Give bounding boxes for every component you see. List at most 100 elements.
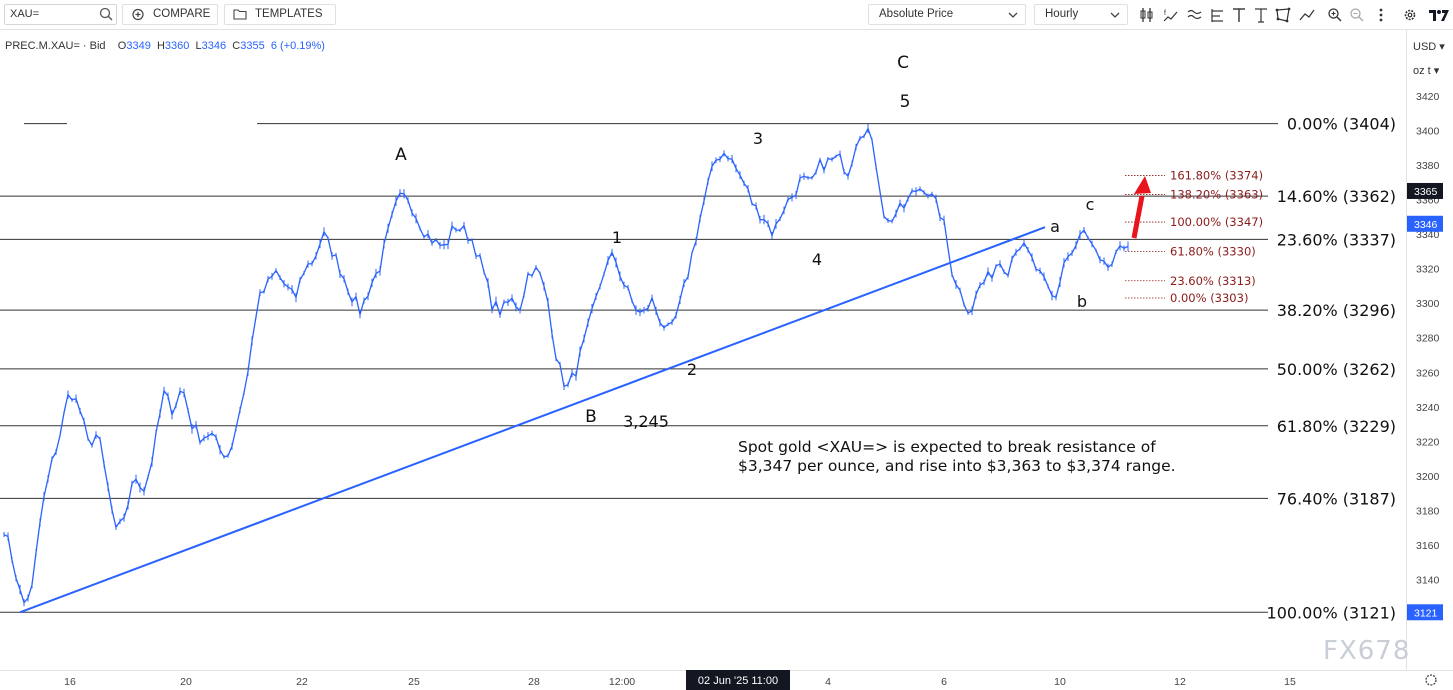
templates-label: TEMPLATES — [255, 8, 323, 20]
settings-icon[interactable] — [1401, 6, 1419, 24]
price-tick: 3380 — [1416, 160, 1440, 172]
interval-select[interactable]: Hourly — [1034, 4, 1128, 25]
zoom-out-icon[interactable] — [1348, 6, 1366, 24]
price-tick: 3220 — [1416, 436, 1440, 448]
wave-label: a — [1050, 217, 1060, 236]
target-arrow — [1131, 176, 1151, 239]
close-value: 3355 — [240, 40, 265, 52]
shapes-icon[interactable] — [1274, 6, 1292, 24]
symbol-search-input[interactable]: XAU= — [4, 4, 117, 25]
instrument-name: PREC.M.XAU= · Bid — [5, 40, 106, 52]
fibonacci-retracement: 0.00% (3404) 14.60% (3362) 23.60% (3337) 38… — [0, 115, 1396, 622]
fib-level-label: 0.00% (3404) — [1287, 115, 1396, 134]
fib-extension-label: 161.80% (3374) — [1170, 168, 1263, 182]
fib-level-label: 14.60% (3362) — [1277, 187, 1396, 206]
cross-tool-icon[interactable] — [1252, 6, 1270, 24]
wave-label: 2 — [687, 360, 697, 379]
fib-level-label: 23.60% (3337) — [1277, 230, 1396, 249]
price-axis[interactable] — [1406, 30, 1453, 670]
fib-extension-label: 100.00% (3347) — [1170, 215, 1263, 229]
forecast-note: Spot gold <XAU=> is expected to break re… — [738, 438, 1176, 475]
price-tick: 3240 — [1416, 402, 1440, 414]
time-tick: 28 — [528, 676, 540, 688]
price-tick: 3140 — [1416, 574, 1440, 586]
compare-label: COMPARE — [153, 8, 211, 20]
wave-label: 3,245 — [623, 412, 669, 431]
compare-button[interactable]: COMPARE — [122, 4, 218, 25]
wave-label: C — [897, 53, 909, 73]
price-tick: 3200 — [1416, 471, 1440, 483]
price-badge-label: 3346 — [1414, 219, 1438, 231]
wave-label: A — [395, 145, 407, 165]
axis-labels: 3420340033803360334033203300328032603240… — [64, 91, 1443, 690]
wave-label: c — [1086, 195, 1095, 214]
unit-label: oz t — [1413, 65, 1431, 77]
price-tick: 3180 — [1416, 505, 1440, 517]
indicator-icon[interactable]: f — [1162, 6, 1180, 24]
time-tick: 10 — [1054, 676, 1066, 688]
time-tick: 4 — [825, 676, 831, 688]
price-badge-label: 3121 — [1414, 607, 1438, 619]
price-tick: 3420 — [1416, 91, 1440, 103]
fib-extension-label: 61.80% (3330) — [1170, 244, 1256, 258]
support-trendline — [19, 226, 1046, 614]
wave-icon[interactable] — [1186, 6, 1204, 24]
price-tick: 3320 — [1416, 264, 1440, 276]
search-icon[interactable] — [98, 5, 114, 23]
fibonacci-extension: 161.80% (3374) 138.20% (3363) 100.00% (334… — [1125, 168, 1263, 305]
brand-icon[interactable] — [1428, 6, 1450, 24]
open-value: 3349 — [126, 40, 151, 52]
wave-label: 3 — [753, 129, 763, 148]
currency-select[interactable]: USD ▾ — [1413, 41, 1445, 53]
text-tool-icon[interactable] — [1230, 6, 1248, 24]
wave-labels: C 5 A 3 1 4 a c b 2 B 3,245 — [395, 53, 1094, 431]
fib-extension-label: 138.20% (3363) — [1170, 187, 1263, 201]
wave-label: 1 — [612, 228, 622, 247]
low-value: 3346 — [201, 40, 227, 52]
high-value: 3360 — [164, 40, 190, 52]
arrow-shaft — [1131, 195, 1145, 239]
price-tick: 3260 — [1416, 367, 1440, 379]
price-series — [3, 124, 1129, 607]
zoom-in-icon[interactable] — [1326, 6, 1344, 24]
chevron-down-icon — [1008, 12, 1018, 18]
time-tick: 12:00 — [609, 676, 635, 688]
fib-extension-label: 0.00% (3303) — [1170, 291, 1248, 305]
svg-text:f: f — [1164, 10, 1166, 17]
arrow-head — [1134, 176, 1151, 194]
time-tick: 22 — [296, 676, 308, 688]
trendline[interactable] — [19, 226, 1046, 614]
fibonacci-icon[interactable] — [1208, 6, 1226, 24]
time-tick: 20 — [180, 676, 192, 688]
wave-label: b — [1077, 292, 1087, 311]
fib-level-label: 50.00% (3262) — [1277, 360, 1396, 379]
price-badge — [1407, 215, 1443, 232]
price-tick: 3160 — [1416, 540, 1440, 552]
price-tick: 3340 — [1416, 229, 1440, 241]
folder-icon — [233, 9, 247, 20]
ohlc-legend: PREC.M.XAU= · Bid O3349 H3360 L3346 C335… — [5, 40, 325, 52]
wave-label: B — [585, 407, 597, 427]
more-icon[interactable] — [1372, 6, 1390, 24]
add-circle-icon — [132, 8, 144, 21]
price-badge-label: 3365 — [1414, 186, 1438, 198]
trend-draw-icon[interactable] — [1298, 6, 1316, 24]
price-tick: 3300 — [1416, 298, 1440, 310]
time-tick: 6 — [941, 676, 947, 688]
bar-chart-icon[interactable] — [1138, 6, 1156, 24]
price-badge — [1407, 182, 1443, 199]
interval-value: Hourly — [1045, 8, 1079, 20]
price-type-value: Absolute Price — [879, 8, 954, 20]
price-type-select[interactable]: Absolute Price — [868, 4, 1026, 25]
fib-level-label: 61.80% (3229) — [1277, 417, 1396, 436]
symbol-text: XAU= — [10, 8, 40, 20]
watermark: FX678 — [1323, 636, 1411, 666]
fib-level-label: 100.00% (3121) — [1267, 603, 1396, 622]
fib-extension-label: 23.60% (3313) — [1170, 274, 1256, 288]
templates-button[interactable]: TEMPLATES — [224, 4, 336, 25]
crosshair-date-label: 02 Jun '25 11:00 — [698, 675, 778, 687]
price-tick: 3400 — [1416, 126, 1440, 138]
change-value: 6 (+0.19%) — [270, 40, 325, 52]
unit-select[interactable]: oz t ▾ — [1413, 65, 1440, 77]
